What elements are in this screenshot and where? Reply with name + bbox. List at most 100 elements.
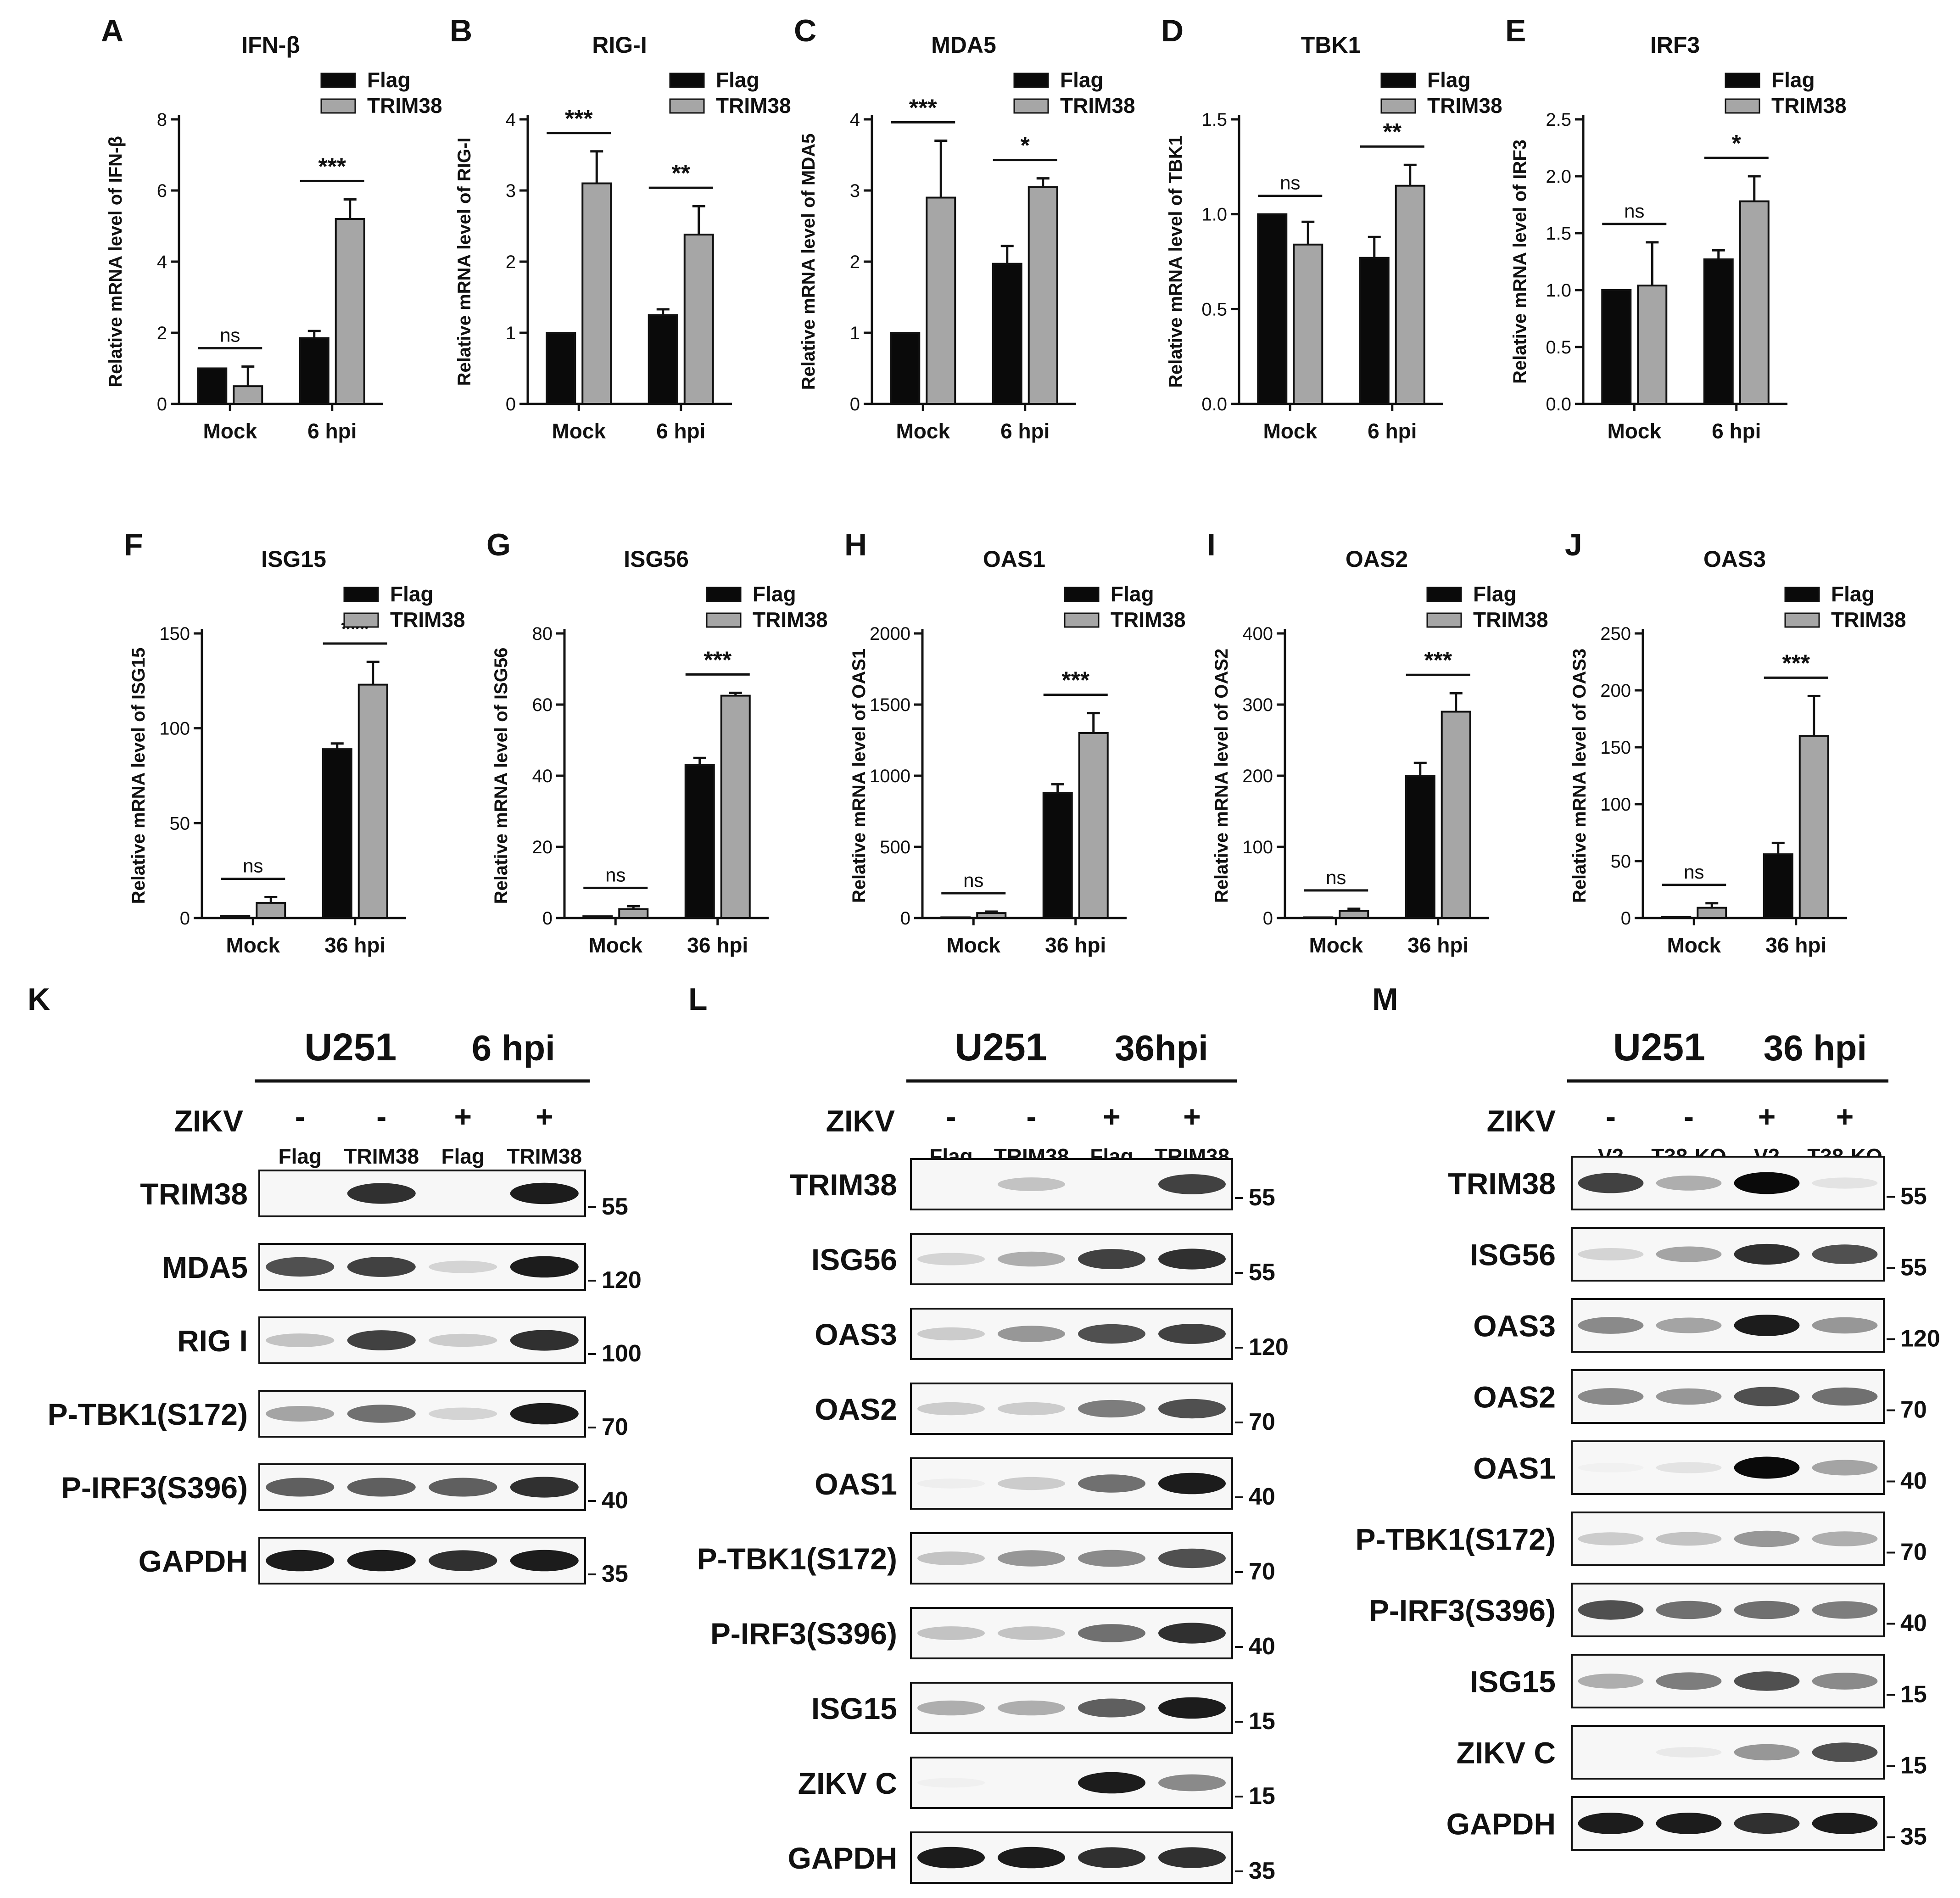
- blot-row-label: RIG I: [177, 1324, 248, 1358]
- blot-band: [1078, 1474, 1145, 1493]
- bar-trim38: [1739, 200, 1770, 405]
- legend-label: Flag: [1831, 582, 1875, 606]
- bar-trim38: [256, 901, 286, 919]
- bar-trim38: [618, 908, 649, 919]
- blot-band: [1734, 1243, 1800, 1265]
- blot-band: [510, 1403, 579, 1425]
- mw-label: 55: [1249, 1259, 1275, 1286]
- bar-trim38: [683, 234, 714, 405]
- bar-flag: [1042, 792, 1073, 919]
- blot-panel-letter: K: [28, 982, 50, 1017]
- y-tick-label: 1.0: [1201, 205, 1227, 225]
- x-tick-label: 36 hpi: [1045, 933, 1106, 957]
- bar-trim38: [926, 196, 956, 405]
- bar-trim38: [1027, 186, 1058, 405]
- mw-label: 70: [1900, 1397, 1927, 1423]
- y-tick-label: 0.5: [1546, 337, 1571, 358]
- chart-title: RIG-I: [592, 32, 647, 58]
- y-axis-label: Relative mRNA level of IRF3: [1510, 140, 1530, 384]
- legend-label: TRIM38: [1060, 94, 1135, 118]
- blot-band: [1078, 1550, 1145, 1567]
- legend-swatch-flag: [1380, 73, 1416, 88]
- zikv-sign: +: [1103, 1099, 1121, 1133]
- blot-row-label: GAPDH: [139, 1544, 248, 1578]
- blot-band: [347, 1550, 416, 1572]
- chart-title: ISG56: [624, 546, 689, 572]
- bar-trim38: [1078, 732, 1109, 919]
- y-tick-label: 1.5: [1201, 110, 1227, 130]
- y-axis-label: Relative mRNA level of OAS2: [1212, 649, 1232, 903]
- blot-band: [917, 1778, 985, 1788]
- legend-label: Flag: [390, 582, 434, 606]
- x-tick-label: 6 hpi: [1000, 419, 1050, 443]
- y-tick-label: 0: [180, 908, 190, 929]
- legend-label: TRIM38: [753, 608, 828, 632]
- blot-band: [429, 1333, 497, 1347]
- y-axis-label: Relative mRNA level of RIG-I: [454, 138, 475, 386]
- blot-row-label: ISG15: [1470, 1665, 1556, 1699]
- bar-trim38: [1339, 910, 1369, 919]
- mw-label: 120: [1900, 1326, 1940, 1352]
- y-tick-label: 80: [532, 624, 553, 644]
- mw-label: 70: [1249, 1558, 1275, 1585]
- blot-band: [1656, 1532, 1722, 1546]
- bar-flag: [1763, 853, 1793, 919]
- mw-label: 40: [1249, 1484, 1275, 1510]
- mw-label: 70: [1900, 1539, 1927, 1566]
- y-tick-label: 1.0: [1546, 280, 1571, 301]
- legend-label: TRIM38: [390, 608, 465, 632]
- panel-letter: H: [844, 527, 867, 562]
- blot-band: [1656, 1388, 1722, 1405]
- blot-band: [917, 1700, 985, 1716]
- zikv-label: ZIKV: [1487, 1104, 1556, 1138]
- y-axis-label: Relative mRNA level of TBK1: [1166, 135, 1186, 388]
- zikv-sign: -: [295, 1099, 305, 1133]
- y-tick-label: 2.5: [1546, 110, 1571, 130]
- x-tick-label: Mock: [203, 419, 257, 443]
- zikv-label: ZIKV: [826, 1104, 895, 1138]
- chart-title: IRF3: [1650, 32, 1700, 58]
- blot-band: [1656, 1246, 1722, 1262]
- blot-band: [1578, 1248, 1644, 1260]
- zikv-sign: +: [1183, 1099, 1201, 1133]
- blot-band: [1078, 1400, 1145, 1418]
- y-tick-label: 200: [1242, 766, 1273, 786]
- blot-band: [998, 1326, 1065, 1342]
- lane-label: TRIM38: [507, 1144, 582, 1168]
- legend-swatch-flag: [1064, 587, 1100, 602]
- y-tick-label: 150: [159, 624, 190, 644]
- legend-swatch-trim38: [1013, 98, 1049, 114]
- blot-band: [1812, 1244, 1878, 1264]
- mw-label: 70: [1249, 1409, 1275, 1435]
- blot-band: [1158, 1847, 1226, 1868]
- blot-band: [1578, 1463, 1644, 1472]
- chart-title: OAS1: [983, 546, 1045, 572]
- bar-trim38: [720, 694, 751, 919]
- y-tick-label: 0.0: [1546, 394, 1571, 414]
- legend-label: TRIM38: [1111, 608, 1186, 632]
- blot-band: [1078, 1324, 1145, 1344]
- legend-swatch-trim38: [1064, 612, 1100, 628]
- blot-band: [1734, 1671, 1800, 1691]
- blot-band: [998, 1177, 1065, 1191]
- significance-label: ***: [1782, 650, 1810, 677]
- bar-flag: [648, 314, 678, 405]
- bar-flag: [684, 764, 715, 919]
- blot-panel-letter: L: [688, 982, 708, 1017]
- blot-band: [429, 1260, 497, 1273]
- blot-row-label: TRIM38: [1448, 1167, 1556, 1201]
- bar-flag: [220, 915, 251, 919]
- bar-flag: [1303, 916, 1334, 919]
- significance-label: **: [672, 160, 691, 187]
- blot-band: [1578, 1674, 1644, 1689]
- blot-band: [1158, 1472, 1226, 1495]
- blot-band: [1656, 1176, 1722, 1191]
- significance-label: ***: [704, 647, 732, 673]
- significance-label: ns: [1280, 172, 1300, 194]
- zikv-sign: +: [536, 1099, 553, 1133]
- x-tick-label: Mock: [1263, 419, 1317, 443]
- y-tick-label: 1000: [870, 766, 910, 786]
- blot-band: [266, 1257, 335, 1277]
- significance-label: ***: [318, 153, 346, 180]
